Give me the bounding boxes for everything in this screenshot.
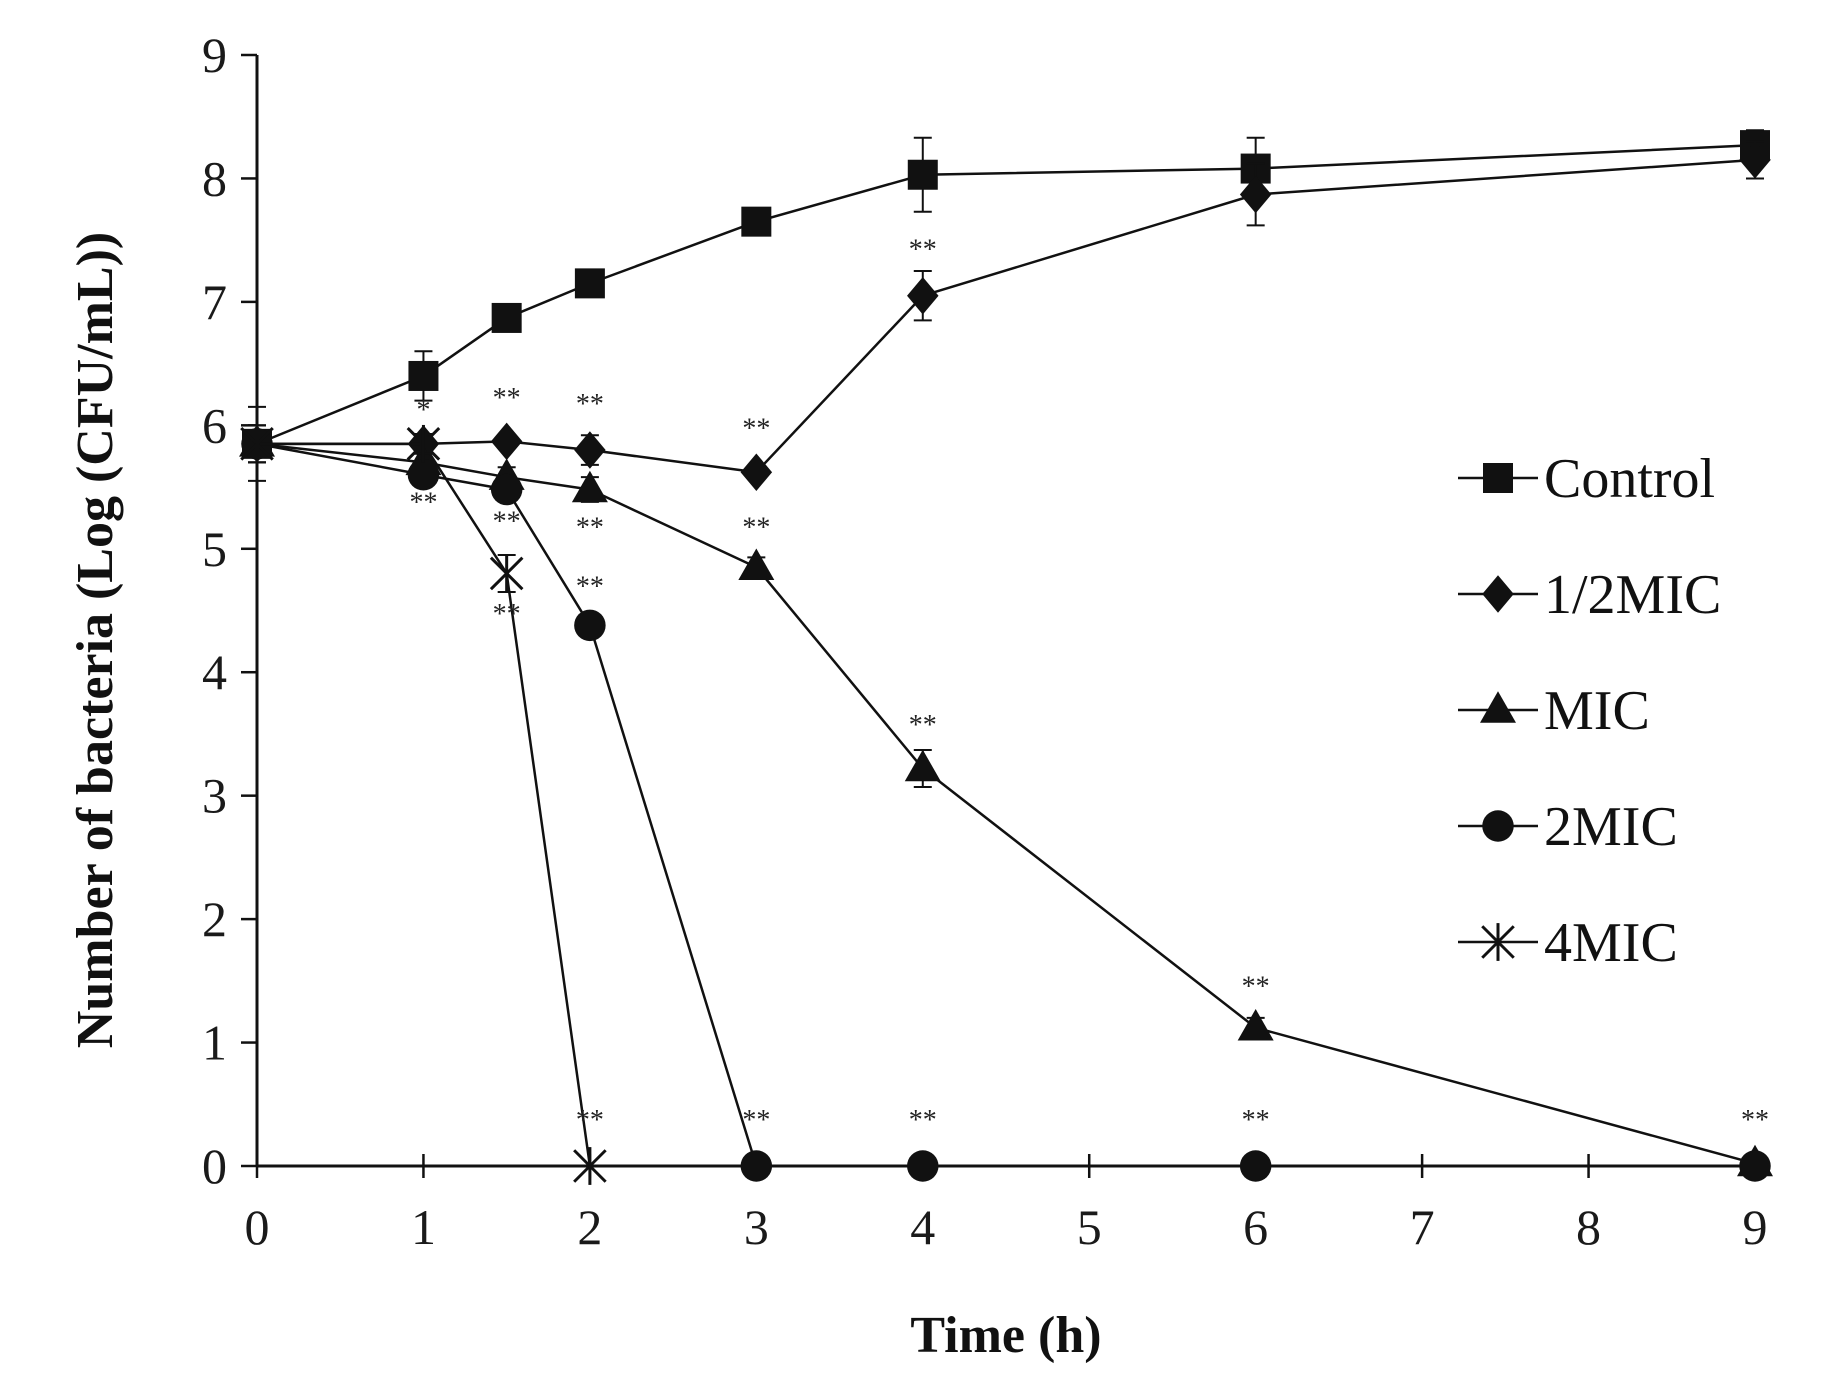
significance-mark: ** bbox=[909, 235, 937, 266]
y-tick-label: 7 bbox=[202, 274, 227, 330]
significance-mark: ** bbox=[742, 1105, 770, 1136]
significance-mark: ** bbox=[576, 572, 604, 603]
x-tick-label: 8 bbox=[1576, 1199, 1601, 1255]
x-tick-label: 0 bbox=[245, 1199, 270, 1255]
legend-item-4mic: 4MIC bbox=[1458, 912, 1678, 974]
significance-mark: ** bbox=[1741, 1105, 1769, 1136]
data-point-2mic bbox=[490, 473, 523, 506]
data-point-2mic bbox=[574, 609, 606, 642]
data-point-2mic bbox=[1739, 1150, 1771, 1182]
significance-mark: * bbox=[416, 395, 430, 426]
series-line-mic bbox=[256, 442, 1756, 1165]
x-tick-label: 1 bbox=[411, 1199, 436, 1255]
y-ticks: 0 1 2 3 4 5 6 7 8 9 bbox=[202, 27, 257, 1194]
data-point-control bbox=[907, 159, 938, 190]
legend-label: 1/2MIC bbox=[1544, 564, 1721, 626]
data-point-control bbox=[741, 206, 772, 237]
legend-marker-mic bbox=[1480, 691, 1516, 723]
significance-mark: ** bbox=[1242, 972, 1270, 1003]
significance-mark: ** bbox=[909, 710, 937, 741]
y-tick-label: 9 bbox=[202, 27, 227, 83]
data-point-4mic bbox=[406, 424, 441, 463]
legend-label: Control bbox=[1544, 448, 1715, 510]
data-point-mic bbox=[571, 470, 608, 503]
y-tick-label: 3 bbox=[202, 768, 227, 824]
data-point-1-2mic bbox=[490, 422, 523, 461]
y-axis-title: Number of bacteria (Log (CFU/mL)) bbox=[67, 232, 124, 1048]
x-tick-label: 4 bbox=[910, 1199, 935, 1255]
x-ticks: 0 1 2 3 4 5 6 7 8 9 bbox=[245, 1154, 1768, 1255]
data-point-2mic bbox=[1239, 1150, 1272, 1182]
legend-marker-2mic bbox=[1482, 810, 1514, 842]
legend-label: 4MIC bbox=[1544, 912, 1678, 974]
legend-marker-1-2mic bbox=[1482, 575, 1514, 613]
data-point-2mic bbox=[740, 1150, 773, 1182]
x-tick-label: 9 bbox=[1743, 1199, 1768, 1255]
data-point-4mic bbox=[240, 424, 274, 463]
x-tick-label: 7 bbox=[1410, 1199, 1435, 1255]
legend-item-mic: MIC bbox=[1458, 680, 1650, 742]
series-line-control bbox=[256, 143, 1756, 446]
significance-mark: ** bbox=[493, 599, 521, 630]
significance-mark: ** bbox=[576, 512, 604, 543]
x-tick-label: 5 bbox=[1077, 1199, 1102, 1255]
data-point-1-2mic bbox=[1739, 141, 1771, 179]
y-tick-label: 5 bbox=[202, 521, 227, 577]
y-tick-label: 0 bbox=[202, 1138, 227, 1194]
legend-item-control: Control bbox=[1458, 448, 1715, 510]
x-tick-label: 6 bbox=[1243, 1199, 1268, 1255]
data-point-1-2mic bbox=[574, 431, 606, 469]
series-line-2mic bbox=[256, 442, 1755, 1168]
data-point-1-2mic bbox=[907, 276, 939, 315]
series-2mic bbox=[241, 424, 1771, 1182]
significance-mark: ** bbox=[493, 506, 521, 537]
data-point-1-2mic bbox=[1239, 175, 1272, 214]
significance-mark: ** bbox=[742, 414, 770, 445]
significance-mark: ** bbox=[576, 1105, 604, 1136]
series-4mic bbox=[240, 405, 607, 1185]
data-point-2mic bbox=[907, 1150, 939, 1182]
series-line-4mic bbox=[257, 442, 592, 1167]
x-tick-label: 2 bbox=[577, 1199, 602, 1255]
legend-marker-4mic bbox=[1481, 923, 1515, 961]
legend-label: MIC bbox=[1544, 680, 1650, 742]
data-point-control bbox=[574, 268, 605, 299]
data-point-1-2mic bbox=[740, 453, 773, 491]
significance-mark: ** bbox=[909, 1105, 937, 1136]
data-point-control bbox=[491, 302, 522, 333]
legend-item-2mic: 2MIC bbox=[1458, 796, 1678, 858]
significance-mark: ** bbox=[493, 383, 521, 414]
significance-mark: ** bbox=[742, 512, 770, 543]
legend-item-1-2mic: 1/2MIC bbox=[1458, 564, 1721, 626]
legend-label: 2MIC bbox=[1544, 796, 1678, 858]
y-tick-label: 2 bbox=[202, 891, 227, 947]
data-point-mic bbox=[904, 749, 941, 782]
significance-mark: ** bbox=[576, 389, 604, 420]
legend-marker-control bbox=[1483, 463, 1513, 493]
x-axis-title: Time (h) bbox=[910, 1307, 1101, 1364]
significance-mark: ** bbox=[1242, 1105, 1270, 1136]
y-tick-label: 8 bbox=[202, 150, 227, 206]
x-tick-label: 3 bbox=[744, 1199, 769, 1255]
y-tick-label: 6 bbox=[202, 397, 227, 453]
significance-mark: ** bbox=[409, 488, 437, 519]
data-point-4mic bbox=[489, 554, 524, 593]
significance-annotations: * ** ********** ** ************ ** ** ** ** bbox=[409, 235, 1769, 1136]
data-point-mic bbox=[1237, 1008, 1274, 1041]
data-point-2mic bbox=[407, 458, 440, 491]
series-mic bbox=[239, 424, 1773, 1177]
y-tick-label: 4 bbox=[202, 644, 227, 700]
axes bbox=[255, 55, 1755, 1168]
data-point-4mic bbox=[573, 1147, 607, 1185]
series-control bbox=[242, 129, 1770, 464]
series-line-1-2mic bbox=[257, 158, 1756, 474]
data-point-mic bbox=[738, 548, 775, 581]
data-point-control bbox=[408, 360, 439, 391]
legend: Control 1/2MIC MIC 2MIC 4MIC bbox=[1458, 448, 1721, 974]
y-tick-label: 1 bbox=[202, 1015, 227, 1071]
series-1-2mic bbox=[241, 140, 1771, 491]
series-layer bbox=[239, 129, 1773, 1185]
